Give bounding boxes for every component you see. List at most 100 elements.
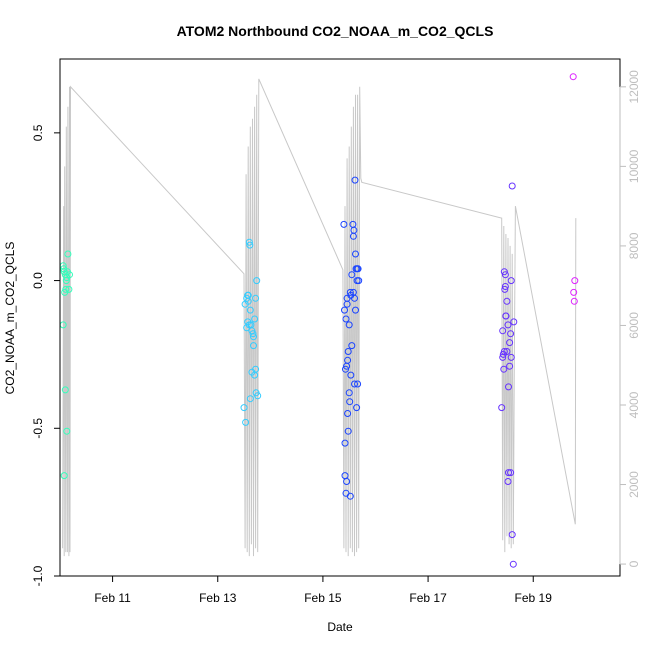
data-point xyxy=(508,182,516,190)
data-point xyxy=(252,294,260,302)
data-point xyxy=(346,288,354,296)
data-point xyxy=(250,342,257,350)
data-point xyxy=(344,356,352,364)
data-point xyxy=(510,318,518,326)
data-point xyxy=(354,380,362,388)
data-point xyxy=(65,285,73,293)
data-point xyxy=(505,469,512,477)
data-point xyxy=(503,348,511,355)
altitude-layer xyxy=(62,78,577,557)
data-point xyxy=(498,404,506,412)
x-tick-label: Feb 13 xyxy=(199,591,237,605)
data-point xyxy=(340,220,348,228)
data-point xyxy=(246,241,254,249)
data-point xyxy=(62,285,70,293)
y2-tick-label: 0 xyxy=(627,560,641,567)
data-point xyxy=(570,288,578,296)
data-point xyxy=(341,439,349,447)
y2-tick-label: 6000 xyxy=(627,312,641,339)
y2-tick-label: 8000 xyxy=(627,232,641,259)
x-tick-label: Feb 15 xyxy=(304,591,342,605)
data-point xyxy=(503,297,511,305)
points-layer xyxy=(59,73,579,568)
series-6 xyxy=(569,73,579,305)
data-point xyxy=(346,398,354,406)
data-point xyxy=(347,371,355,379)
y2-tick-label: 4000 xyxy=(627,391,641,418)
data-point xyxy=(252,389,260,397)
data-point xyxy=(341,472,349,480)
data-point xyxy=(570,297,578,305)
data-point xyxy=(350,226,358,234)
data-point xyxy=(507,277,515,285)
data-point xyxy=(505,383,512,391)
y-axis-right: 0 2000 4000 6000 8000 10000 12000 xyxy=(619,70,641,567)
data-point xyxy=(62,277,70,285)
data-point xyxy=(245,321,253,329)
data-point xyxy=(501,285,509,293)
data-point xyxy=(61,386,69,394)
x-axis: Feb 11 Feb 13 Feb 15 Feb 17 Feb 19 xyxy=(94,575,553,605)
data-point xyxy=(245,238,253,246)
y-tick-label: 0.0 xyxy=(31,272,45,289)
data-point xyxy=(244,291,252,299)
x-tick-label: Feb 19 xyxy=(515,591,553,605)
data-point xyxy=(501,271,509,279)
data-point xyxy=(344,410,352,417)
data-point xyxy=(249,330,257,338)
data-point xyxy=(349,288,357,296)
y-axis-left: -1.0 -0.5 0.0 0.5 xyxy=(31,124,61,586)
series-5 xyxy=(498,182,518,568)
data-point xyxy=(63,427,71,435)
data-point xyxy=(60,268,68,276)
data-point xyxy=(341,306,348,314)
data-point xyxy=(499,353,507,361)
data-point xyxy=(502,312,510,320)
data-point xyxy=(345,321,353,329)
data-point xyxy=(251,371,259,379)
data-point xyxy=(504,321,512,329)
data-point xyxy=(351,380,358,388)
data-point xyxy=(246,395,254,403)
data-point xyxy=(352,306,359,314)
data-point xyxy=(354,265,362,273)
series-2 xyxy=(60,472,68,480)
data-point xyxy=(507,469,515,477)
data-point xyxy=(500,365,508,373)
data-point xyxy=(344,427,352,435)
data-point xyxy=(342,315,350,323)
data-point xyxy=(348,271,356,279)
x-axis-label: Date xyxy=(327,620,353,634)
x-tick-label: Feb 11 xyxy=(94,591,131,605)
y2-tick-label: 12000 xyxy=(627,70,641,104)
data-point xyxy=(343,294,351,302)
data-point xyxy=(504,478,512,485)
data-point xyxy=(569,73,577,81)
data-point xyxy=(346,492,354,500)
data-point xyxy=(500,268,508,276)
data-point xyxy=(507,330,515,338)
y-tick-label: 0.5 xyxy=(31,124,45,141)
data-point xyxy=(60,472,68,480)
altitude-line xyxy=(62,78,577,557)
data-point xyxy=(240,404,248,412)
data-point xyxy=(344,348,352,355)
data-point xyxy=(345,389,353,397)
series-4 xyxy=(340,176,363,500)
data-point xyxy=(509,560,517,568)
series-3 xyxy=(240,238,262,426)
data-point xyxy=(353,277,361,285)
data-point xyxy=(342,365,349,373)
data-point xyxy=(499,327,507,335)
data-point xyxy=(348,342,356,350)
y-tick-label: -1.0 xyxy=(31,565,45,586)
data-point xyxy=(352,250,359,258)
data-point xyxy=(253,277,261,285)
data-point xyxy=(242,418,250,426)
data-point xyxy=(250,333,257,341)
data-point xyxy=(501,283,509,290)
data-point xyxy=(66,271,73,279)
data-point xyxy=(353,404,361,412)
data-point xyxy=(506,339,514,347)
